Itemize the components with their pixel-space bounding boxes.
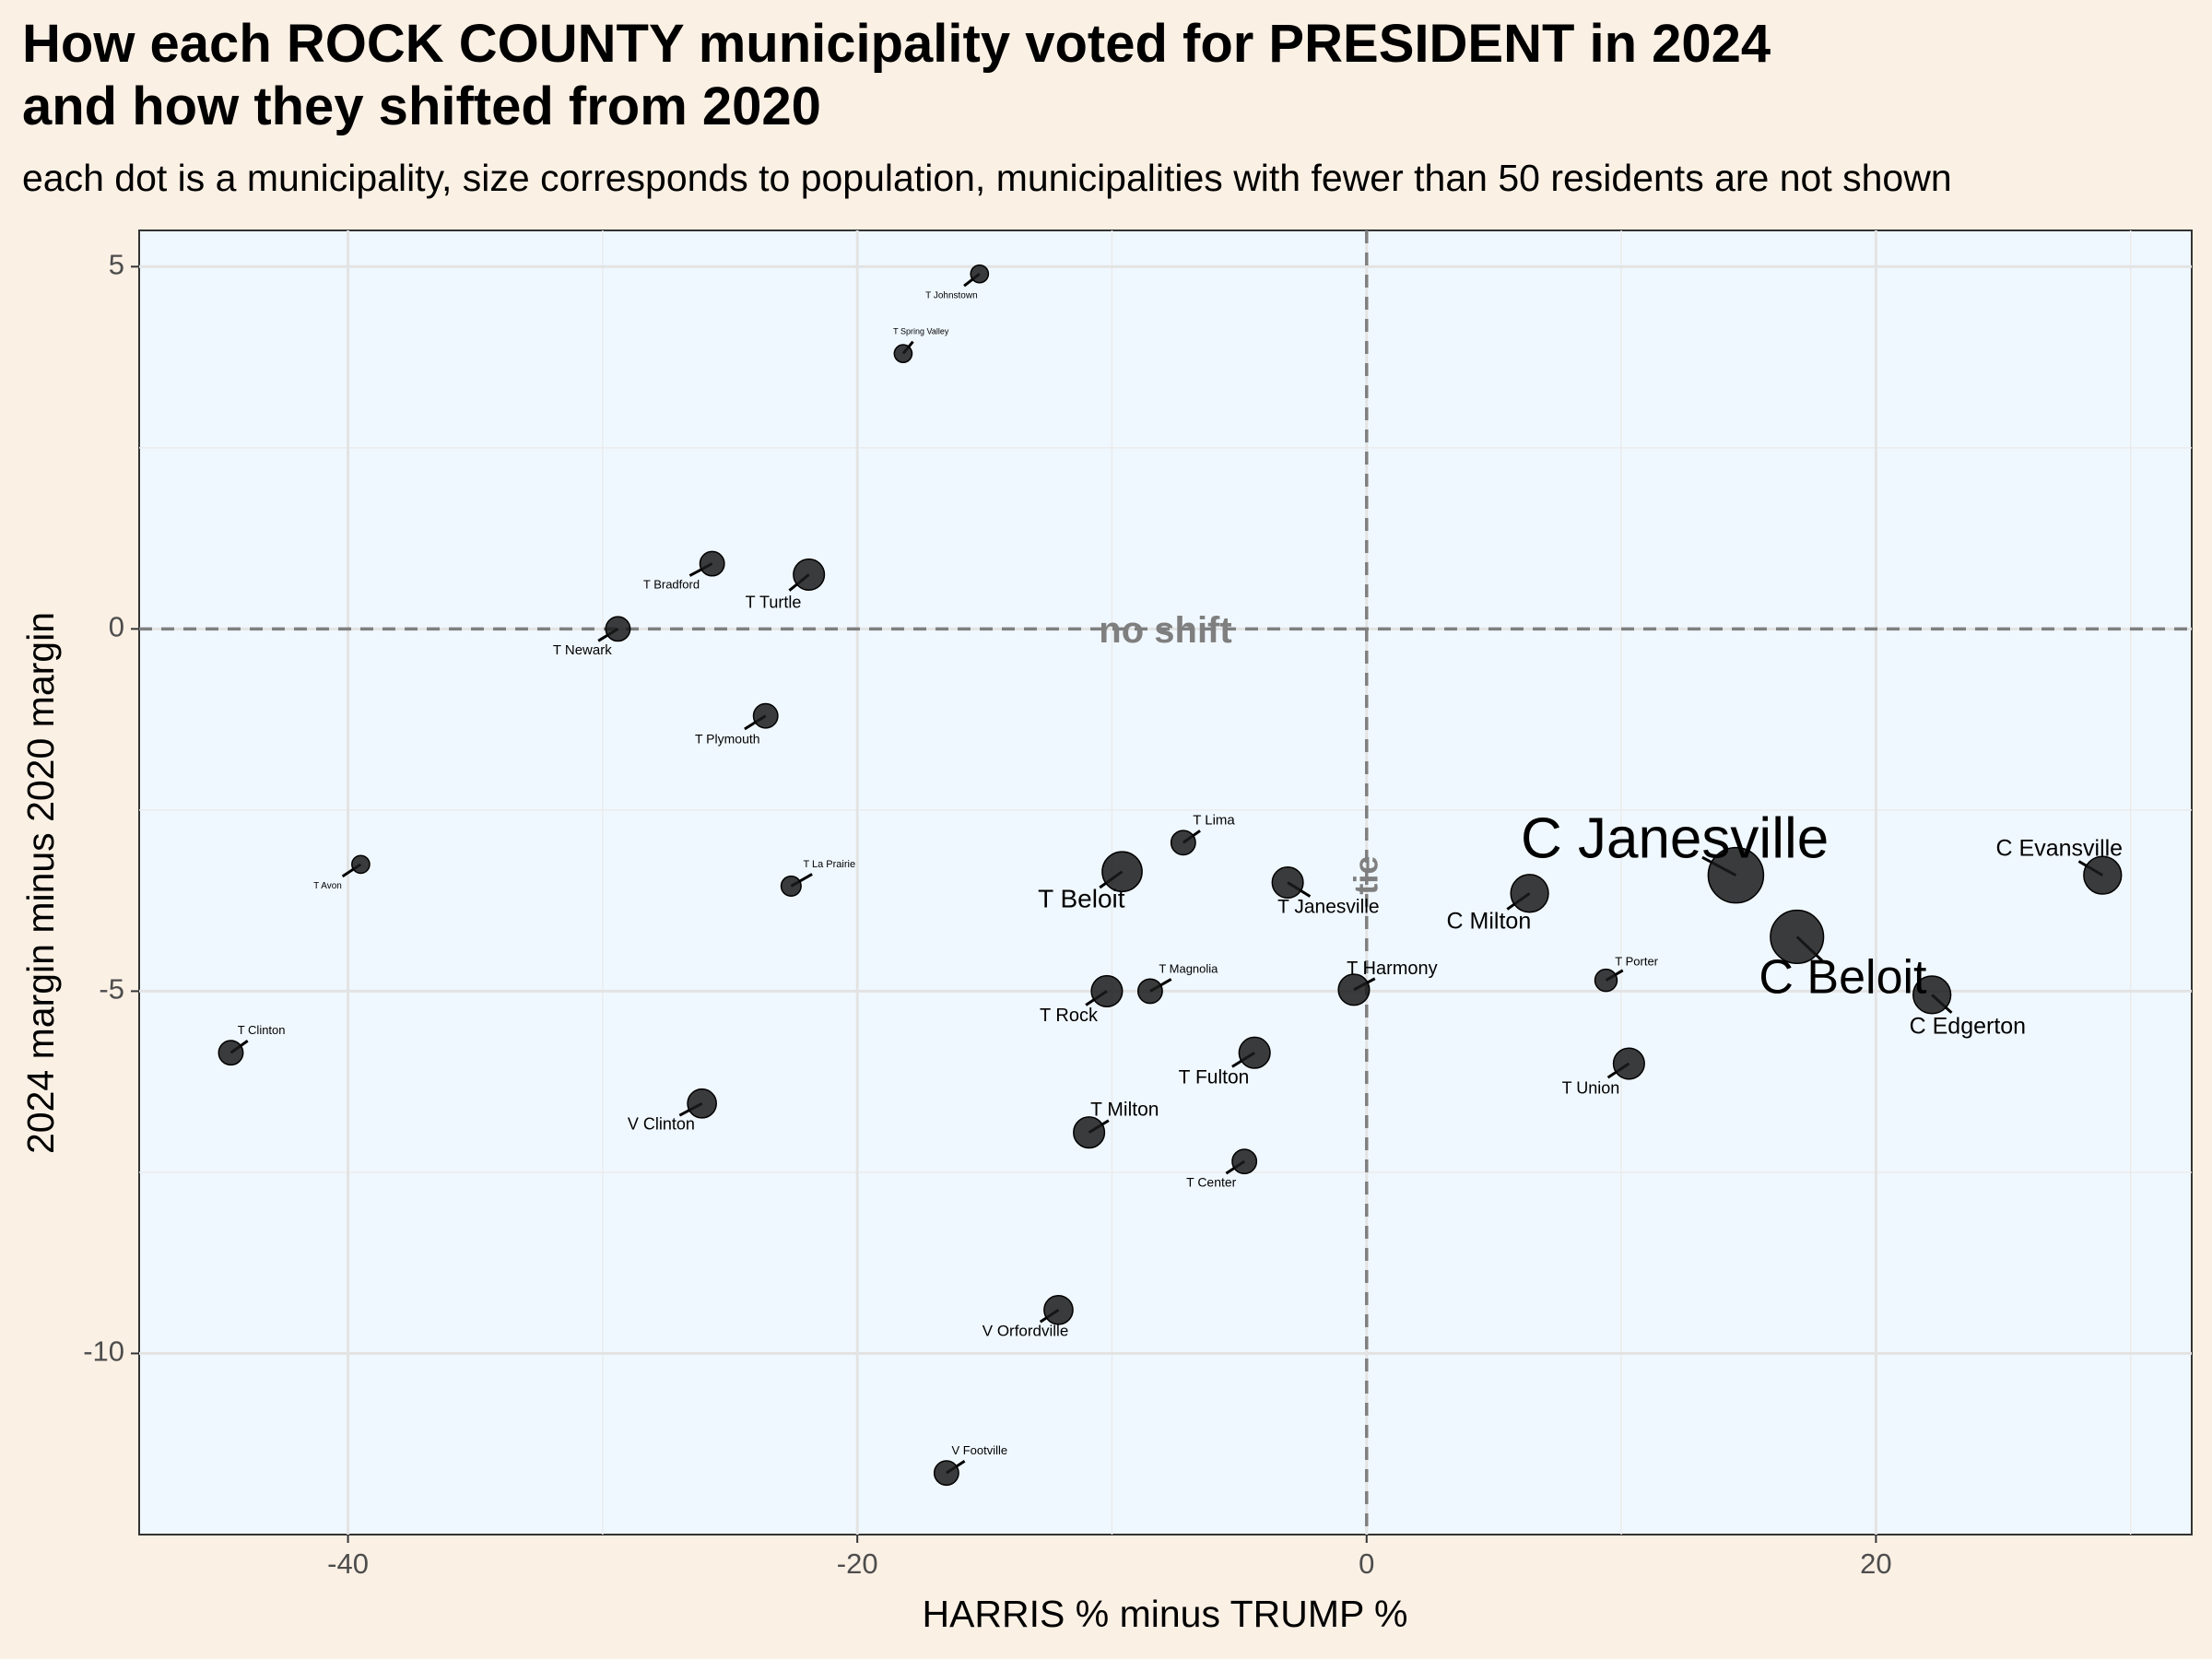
point-label: T Johnstown — [925, 290, 978, 300]
point-label: T Union — [1562, 1078, 1620, 1097]
point-label: T Spring Valley — [893, 326, 949, 335]
point-label: T Rock — [1040, 1006, 1099, 1026]
minor-gridlines — [139, 230, 2192, 1535]
point-t-fulton — [1238, 1036, 1271, 1069]
point-t-center — [1231, 1148, 1258, 1175]
point-c-milton — [1510, 874, 1549, 913]
y-axis: 5 0 -5 -10 — [83, 248, 139, 1368]
point-label: C Beloit — [1759, 950, 1927, 1004]
point-label: V Orfordville — [982, 1322, 1069, 1339]
chart-title-line-1: How each ROCK COUNTY municipality voted … — [22, 14, 1771, 74]
x-tick-label: 0 — [1359, 1547, 1374, 1580]
data-points — [218, 264, 2123, 1487]
point-t-porter — [1594, 968, 1618, 993]
point-t-milton — [1073, 1116, 1106, 1149]
x-tick-label: -40 — [327, 1547, 369, 1580]
no-shift-label: no shift — [1099, 610, 1231, 651]
plot-panel — [138, 229, 2193, 1535]
point-label: T La Prairie — [803, 859, 855, 870]
point-t-johnstown — [970, 264, 990, 284]
y-tick-label: 5 — [109, 248, 124, 280]
point-label: V Clinton — [628, 1115, 695, 1134]
point-v-clinton — [687, 1088, 717, 1119]
point-label: T Turtle — [746, 594, 802, 612]
point-t-clinton — [218, 1040, 244, 1066]
point-label: C Edgerton — [1910, 1013, 2026, 1039]
point-label: T Plymouth — [695, 731, 760, 746]
x-axis-label: HARRIS % minus TRUMP % — [922, 1593, 1407, 1635]
point-label: T Milton — [1090, 1100, 1159, 1121]
chart-title-line-2: and how they shifted from 2020 — [22, 76, 821, 136]
point-t-beloit — [1101, 851, 1143, 893]
point-t-newark — [605, 616, 631, 642]
point-label: T Fulton — [1179, 1066, 1250, 1088]
point-v-orfordville — [1043, 1294, 1074, 1325]
x-tick-label: 20 — [1860, 1547, 1891, 1580]
x-axis: -40 -20 0 20 — [327, 1535, 1892, 1580]
reference-lines: no shift tie — [139, 230, 2192, 1535]
point-t-plymouth — [752, 702, 779, 729]
point-label: T Newark — [553, 642, 612, 658]
y-tick-label: -5 — [99, 973, 124, 1006]
point-t-bradford — [699, 550, 725, 577]
point-label: V Footville — [951, 1443, 1007, 1457]
point-t-lima — [1170, 830, 1196, 856]
chart-subtitle: each dot is a municipality, size corresp… — [22, 157, 1952, 199]
y-axis-label: 2024 margin minus 2020 margin — [19, 612, 62, 1154]
point-c-evansville — [2083, 855, 2123, 895]
point-c-beloit — [1770, 909, 1825, 965]
point-t-turtle — [793, 558, 826, 591]
point-t-union — [1612, 1047, 1645, 1080]
point-label: T Center — [1186, 1174, 1237, 1189]
point-label: C Janesville — [1521, 807, 1829, 871]
point-labels: T Johnstown T Spring Valley T Bradford T Tu… — [238, 290, 2123, 1457]
point-t-la-prairie — [780, 875, 802, 897]
point-v-footville — [933, 1460, 959, 1487]
point-c-janesville — [1707, 846, 1765, 904]
point-t-spring-valley — [893, 344, 913, 363]
tie-label: tie — [1347, 856, 1384, 895]
point-label: T Bradford — [643, 578, 700, 592]
point-label: T Beloit — [1038, 885, 1125, 913]
point-c-edgerton — [1912, 975, 1952, 1015]
point-label: T Harmony — [1347, 959, 1438, 979]
chart-title: How each ROCK COUNTY municipality voted … — [22, 13, 1771, 138]
point-t-rock — [1090, 974, 1124, 1007]
point-label: C Milton — [1447, 908, 1532, 934]
x-tick-label: -20 — [837, 1547, 878, 1580]
point-t-janesville — [1271, 865, 1304, 900]
point-label: T Lima — [1193, 813, 1235, 829]
point-label: C Evansville — [1996, 836, 2124, 862]
y-tick-label: 0 — [109, 611, 124, 643]
y-tick-label: -10 — [83, 1335, 124, 1368]
point-label: T Magnolia — [1159, 961, 1218, 975]
point-label: T Janesville — [1277, 897, 1380, 918]
point-t-avon — [351, 854, 371, 875]
point-t-harmony — [1337, 973, 1371, 1006]
point-t-magnolia — [1136, 978, 1163, 1005]
point-label: T Clinton — [238, 1023, 286, 1037]
point-label: T Avon — [313, 881, 342, 891]
point-label: T Porter — [1615, 954, 1658, 968]
